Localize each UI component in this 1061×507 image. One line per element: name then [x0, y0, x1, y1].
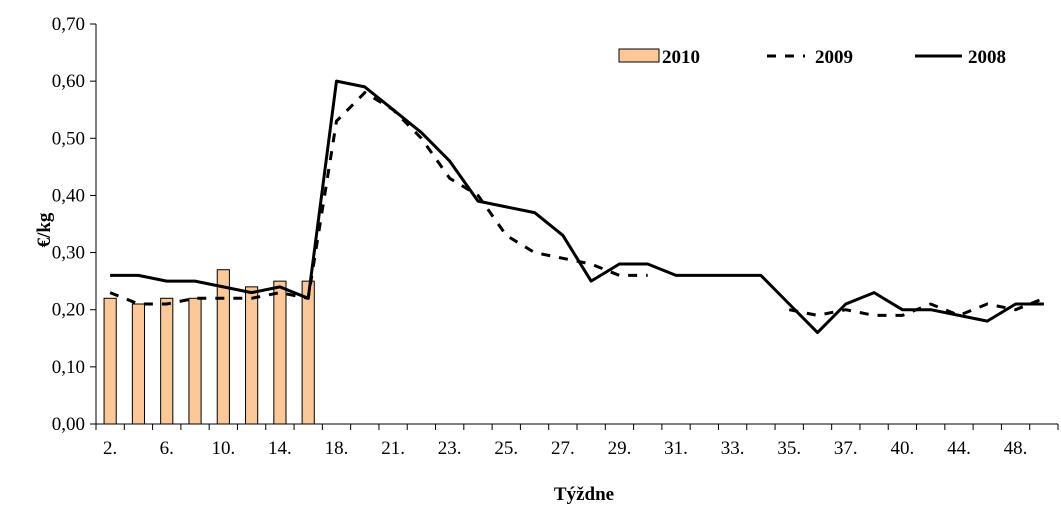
bar-2010-6 — [160, 297, 174, 425]
axes — [95, 24, 1058, 425]
x-tick-label: 21. — [381, 438, 405, 459]
x-axis-title: Týždne — [554, 484, 614, 505]
x-tick-label: 25. — [494, 438, 518, 459]
bar-2010-4 — [131, 303, 146, 425]
x-tick-label: 10. — [211, 438, 235, 459]
y-tick-label: 0,00 — [52, 414, 85, 435]
x-tick-label: 48. — [1004, 438, 1028, 459]
legend-label-2009: 2009 — [815, 47, 853, 68]
x-tick-label: 37. — [834, 438, 858, 459]
y-tick-label: 0,40 — [52, 185, 85, 206]
legend-swatch-2010 — [618, 48, 660, 63]
line-series-2008 — [110, 79, 1044, 335]
x-tick-label: 44. — [947, 438, 971, 459]
y-tick-label: 0,20 — [52, 300, 85, 321]
bar-series-2010 — [103, 269, 315, 425]
y-tick-label: 0,30 — [52, 243, 85, 264]
y-axis-ticks: 0,00 0,10 0,20 0,30 0,40 0,50 0,60 0,70 — [52, 14, 96, 435]
legend-label-2010: 2010 — [662, 47, 700, 68]
x-axis-ticks: 2. 6. 10. 14. 18. 21. 23. 25. 27. 29. 31. 33. 35. 37.… — [95, 424, 1059, 459]
x-tick-label: 35. — [777, 438, 801, 459]
bar-2010-16 — [301, 280, 315, 425]
bar-2010-2 — [103, 297, 117, 425]
y-axis-title: €/kg — [34, 212, 55, 247]
x-tick-label: 2. — [103, 438, 117, 459]
x-tick-label: 23. — [438, 438, 462, 459]
legend: 2010 2009 2008 — [618, 47, 1006, 68]
bar-2010-14 — [273, 280, 287, 425]
x-tick-label: 18. — [325, 438, 349, 459]
x-tick-label: 14. — [268, 438, 292, 459]
bar-2010-12 — [245, 286, 259, 425]
legend-label-2008: 2008 — [968, 47, 1006, 68]
x-tick-label: 29. — [608, 438, 632, 459]
x-tick-label: 27. — [551, 438, 575, 459]
x-tick-label: 31. — [664, 438, 688, 459]
y-tick-label: 0,10 — [52, 357, 85, 378]
bar-2010-8 — [188, 297, 202, 425]
x-tick-label: 6. — [160, 438, 174, 459]
line-series-2009 — [109, 91, 1045, 317]
x-tick-label: 40. — [891, 438, 915, 459]
y-tick-label: 0,50 — [52, 128, 85, 149]
bar-2010-10 — [216, 269, 230, 425]
y-tick-label: 0,70 — [52, 14, 85, 35]
line-series — [109, 79, 1045, 335]
x-tick-label: 33. — [721, 438, 745, 459]
y-tick-label: 0,60 — [52, 71, 85, 92]
